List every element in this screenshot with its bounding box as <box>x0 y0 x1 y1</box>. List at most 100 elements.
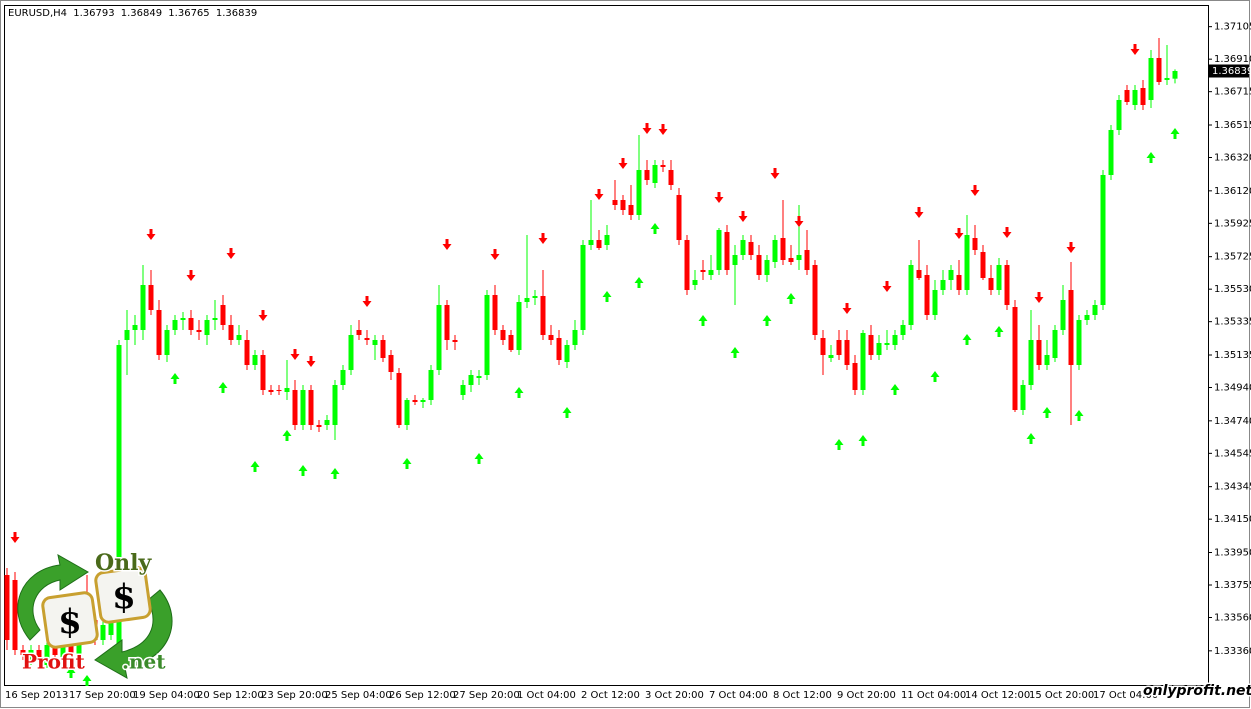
x-tick-label: 26 Sep 12:00 <box>389 690 456 701</box>
candle-body <box>540 296 546 335</box>
candle-body <box>468 375 474 385</box>
candle-body <box>164 330 170 355</box>
candle-body <box>372 340 378 345</box>
sell-arrow <box>226 248 236 259</box>
x-tick-label: 17 Sep 20:00 <box>69 690 136 701</box>
header: EURUSD,H4 1.36793 1.36849 1.36765 1.3683… <box>8 8 257 19</box>
candle-body <box>60 640 66 660</box>
sell-arrow <box>1002 227 1012 238</box>
symbol: EURUSD,H4 <box>8 8 67 19</box>
candle-body <box>876 343 882 355</box>
candle-body <box>604 235 610 245</box>
candle-body <box>4 575 10 640</box>
x-tick-label: 7 Oct 04:00 <box>709 690 768 701</box>
candle-body <box>820 338 826 355</box>
candle-body <box>76 640 82 660</box>
candle-body <box>132 325 138 330</box>
y-tick-label: 1.35335 <box>1214 317 1251 328</box>
logo: $ $ Only Profit .net <box>17 549 173 679</box>
candle-body <box>908 265 914 325</box>
buy-arrow <box>282 430 292 441</box>
candle-body <box>1028 340 1034 385</box>
y-tick-label: 1.33950 <box>1214 548 1251 559</box>
candle-body <box>12 580 18 650</box>
buy-arrow <box>562 407 572 418</box>
candle-body <box>300 390 306 425</box>
x-tick-label: 2 Oct 12:00 <box>581 690 640 701</box>
y-tick-label: 1.33755 <box>1214 580 1251 591</box>
y-tick-label: 1.34150 <box>1214 514 1251 525</box>
sell-arrow <box>714 192 724 203</box>
candle-body <box>588 240 594 245</box>
sell-arrow <box>146 229 156 240</box>
candle-body <box>1116 100 1122 130</box>
x-tick-label: 3 Oct 20:00 <box>645 690 704 701</box>
candle-body <box>900 325 906 335</box>
sell-arrow <box>954 228 964 239</box>
candle-body <box>380 340 386 358</box>
candle-body <box>364 338 370 340</box>
candle-body <box>668 170 674 185</box>
x-tick-label: 16 Sep 2013 <box>5 690 68 701</box>
candle-body <box>1044 355 1050 365</box>
candle-body <box>812 265 818 335</box>
candle-body <box>916 270 922 278</box>
candle-body <box>580 245 586 330</box>
x-tick-label: 25 Sep 04:00 <box>325 690 392 701</box>
candle-body <box>428 370 434 400</box>
y-tick-label: 1.36320 <box>1214 153 1251 164</box>
candle-body <box>1124 90 1130 102</box>
buy-arrow <box>962 334 972 345</box>
candle-body <box>340 370 346 385</box>
candle-body <box>852 363 858 390</box>
candle-body <box>988 278 994 290</box>
sell-arrow <box>618 158 628 169</box>
candle-body <box>1172 71 1178 79</box>
sell-arrow <box>306 356 316 367</box>
candle-body <box>140 285 146 330</box>
y-tick-label: 1.35725 <box>1214 252 1251 263</box>
buy-arrow <box>250 461 260 472</box>
x-tick-label: 27 Sep 20:00 <box>453 690 520 701</box>
sell-arrow <box>594 189 604 200</box>
y-tick-label: 1.35135 <box>1214 350 1251 361</box>
candle-body <box>860 333 866 390</box>
candle-body <box>1060 300 1066 330</box>
candle-body <box>660 165 666 167</box>
candle-body <box>732 255 738 265</box>
candle-body <box>316 425 322 427</box>
candle-body <box>420 400 426 402</box>
candle-body <box>276 390 282 391</box>
candle-body <box>772 240 778 262</box>
buy-arrow <box>1146 152 1156 163</box>
candle-body <box>484 295 490 375</box>
candle-body <box>1092 305 1098 315</box>
candle-body <box>172 320 178 330</box>
candle-body <box>228 325 234 340</box>
buy-arrow <box>66 667 76 678</box>
buy-arrow <box>474 453 484 464</box>
candle-body <box>1148 58 1154 100</box>
candle-body <box>508 335 514 350</box>
logo-tile <box>94 566 152 624</box>
candle-body <box>788 258 794 262</box>
x-tick-label: 15 Oct 20:00 <box>1029 690 1094 701</box>
header-high: 1.36849 <box>121 8 162 19</box>
buy-arrow <box>730 347 740 358</box>
candle-body <box>692 280 698 285</box>
candle-body <box>924 275 930 315</box>
candle-body <box>1156 58 1162 82</box>
candle-body <box>804 250 810 270</box>
candle-body <box>220 305 226 325</box>
candle-body <box>1108 130 1114 175</box>
candle-body <box>348 335 354 370</box>
logo-arrow <box>17 554 89 641</box>
buy-arrow <box>786 293 796 304</box>
candle-body <box>52 645 58 655</box>
buy-arrow <box>602 291 612 302</box>
logo-top: Only <box>95 550 153 576</box>
candle-body <box>252 355 258 365</box>
buy-arrow <box>634 277 644 288</box>
candle-body <box>268 390 274 392</box>
buy-arrow <box>82 675 92 686</box>
